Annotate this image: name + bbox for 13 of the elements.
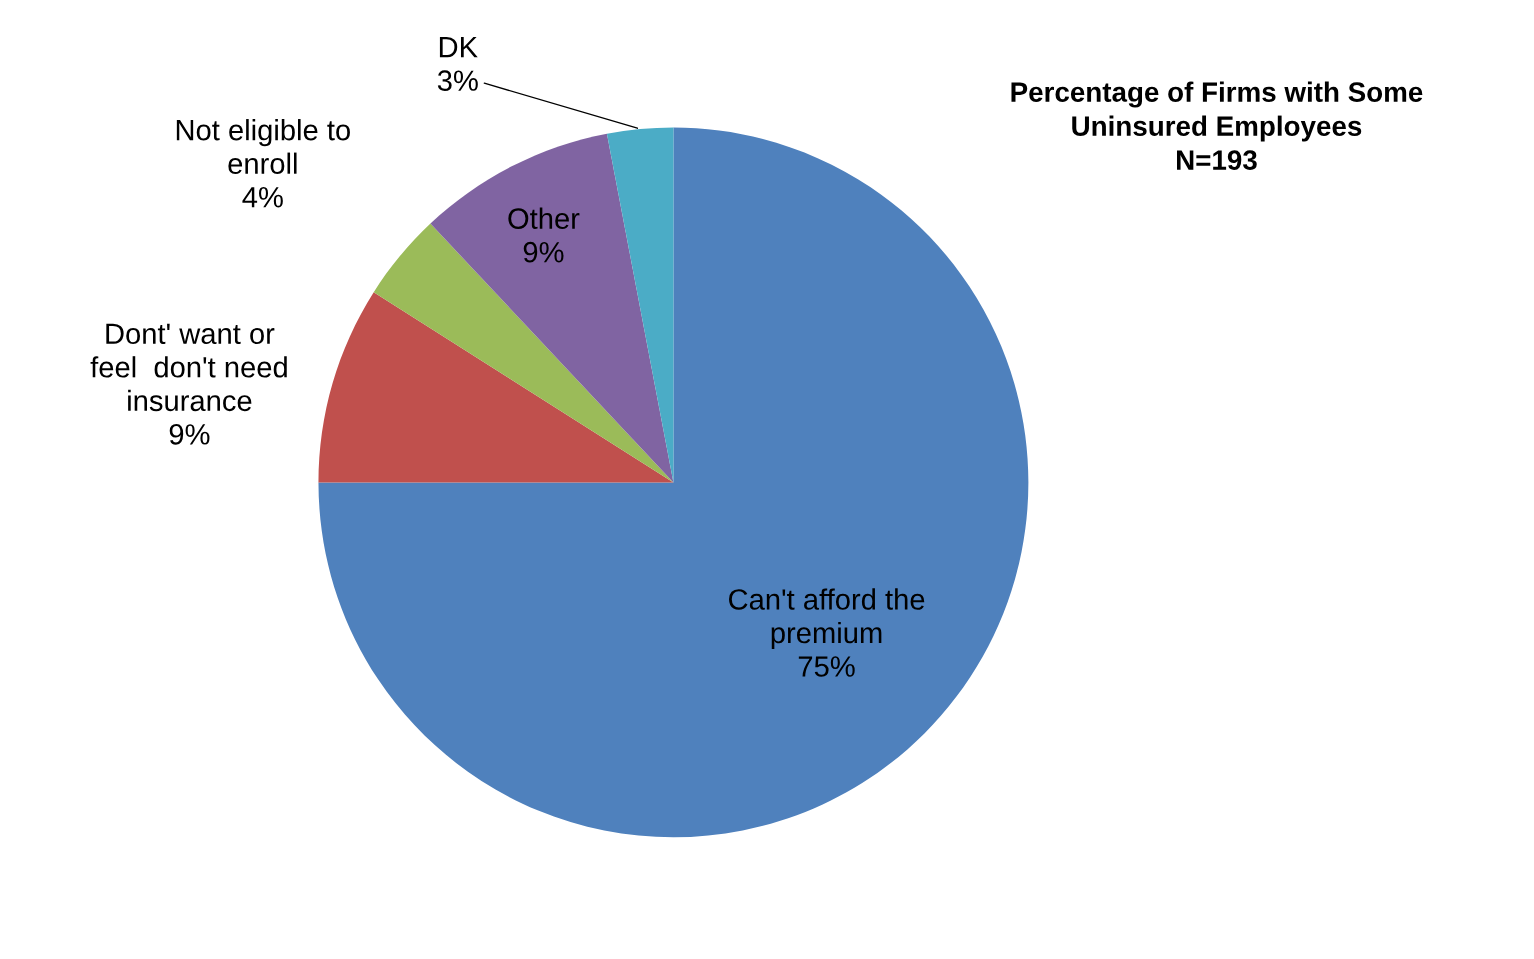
data-label: 4% [242, 187, 283, 208]
slice-label: Other [508, 207, 580, 229]
data-label: 3% [437, 70, 478, 91]
text: Percentage of Firms with Some Uninsured Employees N=193 [1011, 81, 1423, 170]
pie-slice [430, 133, 674, 483]
data-label: 9% [523, 241, 564, 263]
slice-label: Not eligible to enroll [176, 119, 350, 174]
slice-label: Dont' want or feel don't need insurance [90, 323, 287, 412]
slice-label: Can't afford the premium [729, 588, 925, 650]
data-label: 9% [169, 424, 210, 445]
data-label: 75% [798, 656, 855, 677]
slice-label: DK [439, 37, 478, 58]
pie-slice [318, 292, 674, 483]
